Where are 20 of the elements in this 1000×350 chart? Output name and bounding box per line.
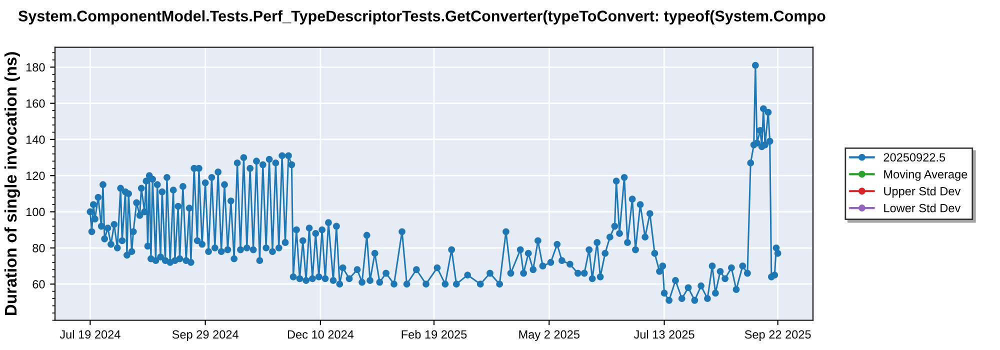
y-tick-label: 140 <box>26 135 45 144</box>
y-tick-label: 60 <box>32 280 45 288</box>
y-tick-label: 180 <box>26 63 45 72</box>
legend-label: 20250922.5 <box>884 153 946 162</box>
x-tick-label: Jul 19 2024 <box>60 330 120 339</box>
y-tick-label: 160 <box>26 99 45 108</box>
y-tick-label: 120 <box>26 172 45 180</box>
y-tick-label: 80 <box>32 244 45 252</box>
x-tick-label: Dec 10 2024 <box>288 330 354 339</box>
legend-label: Moving Average <box>884 170 968 181</box>
chart-title: System.ComponentModel.Tests.Perf_TypeDescriptorTests.GetConverter(typeToConvert: typeof(System.Compo <box>18 10 826 24</box>
x-tick-label: Sep 22 2025 <box>744 330 811 341</box>
x-tick-label: Jul 13 2025 <box>634 330 694 339</box>
legend-label: Upper Std Dev <box>884 186 961 198</box>
x-tick-label: Sep 29 2024 <box>172 330 238 341</box>
legend-label: Lower Std Dev <box>884 204 961 212</box>
x-tick-label: May 2 2025 <box>519 330 580 341</box>
y-axis-title: Duration of single invocation (ns) <box>4 52 20 316</box>
x-tick-label: Feb 19 2025 <box>402 330 467 339</box>
y-tick-label: 100 <box>26 208 45 216</box>
